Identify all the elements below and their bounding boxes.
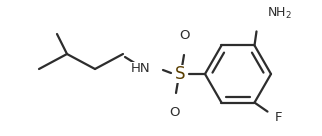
Text: S: S [175,65,185,83]
Text: HN: HN [130,61,150,75]
Text: NH$_2$: NH$_2$ [268,6,292,21]
Text: O: O [170,106,180,119]
Text: O: O [180,29,190,42]
Text: F: F [274,111,282,124]
